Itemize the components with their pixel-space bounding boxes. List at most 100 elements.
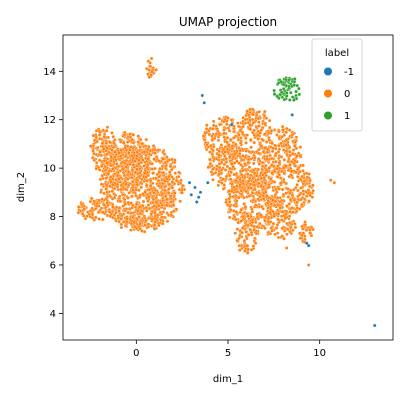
point-label-0 xyxy=(249,247,254,252)
point-label-0 xyxy=(144,209,149,213)
point-label-0 xyxy=(170,185,175,190)
point-label-0 xyxy=(263,226,267,231)
point-label-0 xyxy=(300,174,304,179)
point-label-0 xyxy=(119,217,123,221)
point-label-0 xyxy=(109,154,114,159)
point-label-0 xyxy=(144,175,148,179)
point-label-0 xyxy=(160,203,165,207)
point-label-0 xyxy=(304,171,309,176)
point-label-0 xyxy=(266,216,271,221)
point-label-0 xyxy=(135,150,139,154)
point-label-neg1 xyxy=(305,241,309,245)
point-label-0 xyxy=(211,178,215,182)
point-label-0 xyxy=(152,157,156,162)
point-label-0 xyxy=(130,194,134,199)
point-label-0 xyxy=(246,160,250,165)
point-label-0 xyxy=(114,158,118,162)
point-label-0 xyxy=(286,140,290,145)
point-label-0 xyxy=(135,167,139,172)
point-label-0 xyxy=(210,138,215,142)
point-label-0 xyxy=(306,188,311,192)
point-label-0 xyxy=(101,147,106,151)
point-label-0 xyxy=(140,141,144,146)
point-label-0 xyxy=(260,164,265,169)
point-label-0 xyxy=(160,181,165,186)
point-label-0 xyxy=(89,196,94,201)
point-label-0 xyxy=(125,140,130,144)
point-label-1 xyxy=(288,98,292,102)
point-label-0 xyxy=(210,127,215,131)
point-label-0 xyxy=(263,132,267,136)
point-label-0 xyxy=(261,138,266,143)
point-label-0 xyxy=(254,231,259,236)
point-label-0 xyxy=(144,137,148,142)
point-label-0 xyxy=(211,167,215,171)
point-label-0 xyxy=(90,216,95,220)
point-label-0 xyxy=(253,203,258,207)
point-label-0 xyxy=(259,144,263,148)
point-label-0 xyxy=(122,173,127,178)
point-label-0 xyxy=(145,179,149,183)
point-label-0 xyxy=(246,172,250,176)
point-label-0 xyxy=(236,175,240,180)
point-label-0 xyxy=(237,133,241,137)
point-label-0 xyxy=(251,120,256,125)
point-label-0 xyxy=(121,220,126,224)
point-label-0 xyxy=(102,135,106,139)
point-label-0 xyxy=(311,183,315,188)
point-label-0 xyxy=(161,219,165,223)
point-label-neg1 xyxy=(306,243,311,248)
point-label-0 xyxy=(135,178,140,182)
point-label-0 xyxy=(249,186,253,190)
point-label-0 xyxy=(152,227,157,231)
point-label-0 xyxy=(264,163,268,168)
point-label-0 xyxy=(160,164,165,169)
point-label-0 xyxy=(284,143,288,147)
point-label-0 xyxy=(97,158,102,163)
point-label-0 xyxy=(308,178,312,183)
point-label-0 xyxy=(208,161,213,166)
point-label-0 xyxy=(295,200,299,204)
point-label-0 xyxy=(242,202,246,206)
point-label-0 xyxy=(300,224,304,229)
point-label-0 xyxy=(222,162,227,167)
point-label-0 xyxy=(288,198,293,202)
point-label-0 xyxy=(280,128,285,132)
point-label-0 xyxy=(278,200,282,204)
point-label-0 xyxy=(284,209,289,214)
point-label-1 xyxy=(284,77,288,82)
point-label-0 xyxy=(254,113,259,117)
point-label-0 xyxy=(271,198,275,202)
point-label-0 xyxy=(148,184,153,188)
point-label-0 xyxy=(264,190,268,194)
point-label-0 xyxy=(136,140,141,144)
point-label-1 xyxy=(285,91,289,95)
point-label-0 xyxy=(264,140,269,144)
point-label-0 xyxy=(299,197,303,202)
point-label-0 xyxy=(128,132,132,136)
point-label-0 xyxy=(126,196,130,200)
point-label-0 xyxy=(153,220,158,224)
point-label-0 xyxy=(168,194,173,198)
point-label-0 xyxy=(217,165,222,170)
point-label-0 xyxy=(266,206,270,210)
point-label-0 xyxy=(256,197,260,201)
point-label-0 xyxy=(276,217,280,222)
point-label-0 xyxy=(146,59,151,63)
point-label-0 xyxy=(104,187,108,191)
point-label-0 xyxy=(167,174,171,179)
point-label-0 xyxy=(308,231,312,235)
point-label-0 xyxy=(155,213,160,217)
point-label-0 xyxy=(146,203,151,207)
point-label-0 xyxy=(202,138,207,142)
point-label-0 xyxy=(299,177,303,182)
point-label-0 xyxy=(296,188,300,193)
point-label-0 xyxy=(252,140,256,145)
point-label-0 xyxy=(227,196,231,201)
point-label-0 xyxy=(284,130,288,134)
point-label-0 xyxy=(260,204,264,209)
point-label-0 xyxy=(270,229,274,233)
point-label-0 xyxy=(289,225,293,230)
point-label-0 xyxy=(151,197,156,202)
point-label-0 xyxy=(122,141,126,145)
